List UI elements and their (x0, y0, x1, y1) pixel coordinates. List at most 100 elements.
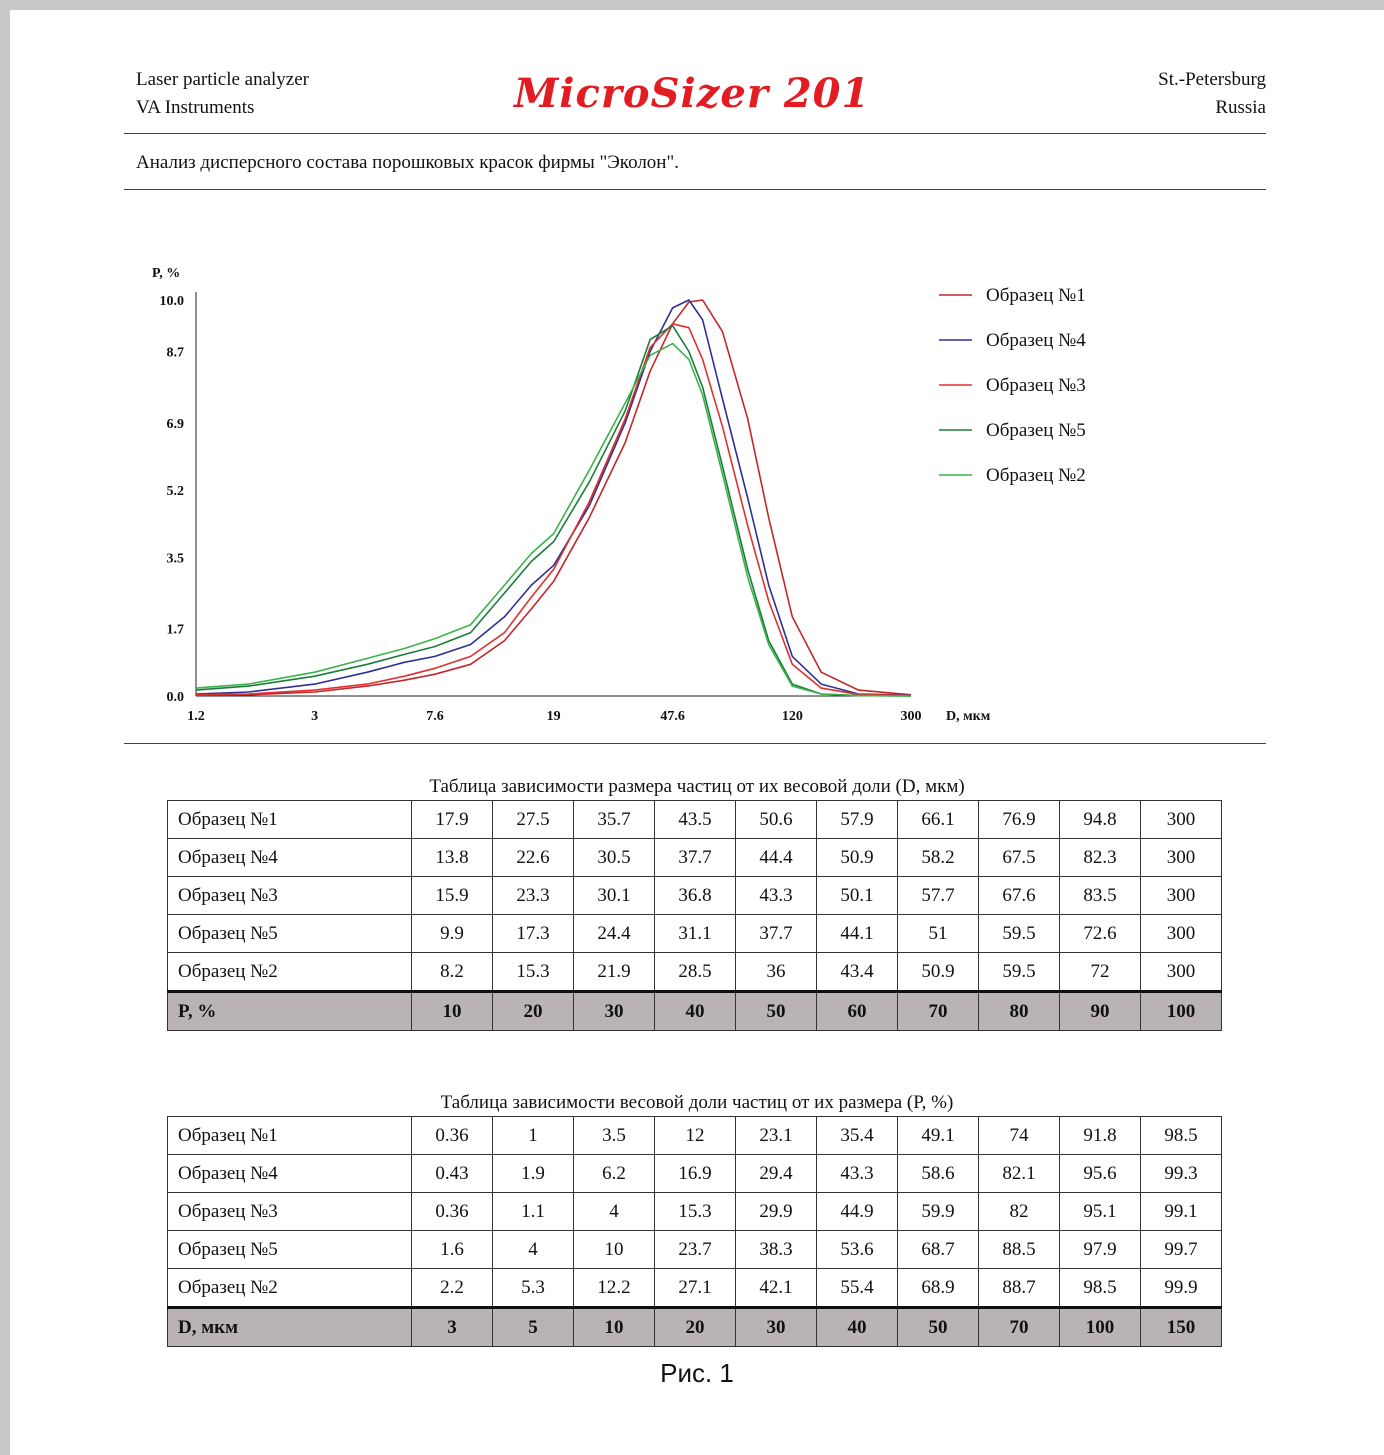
table-row: Образец №1 0.36 1 3.5 12 23.1 35.4 49.1 74 91.8 98… (167, 1116, 1222, 1155)
table-cell: 49.1 (897, 1116, 979, 1155)
table-cell: 44.9 (816, 1192, 898, 1231)
table-cell: 1 (492, 1116, 574, 1155)
table-cell: 9.9 (411, 914, 493, 953)
table-cell: 35.7 (573, 800, 655, 839)
table-cell: 10 (573, 1306, 655, 1347)
table-cell: 82.1 (978, 1154, 1060, 1193)
legend-label: Образец №5 (986, 420, 1086, 441)
table-row: Образец №5 9.9 17.3 24.4 31.1 37.7 44.1 51 59.5 7… (167, 914, 1222, 953)
row-label: Образец №1 (167, 1116, 412, 1155)
table-row: Образец №2 8.2 15.3 21.9 28.5 36 43.4 50.9 59.5 7… (167, 952, 1222, 992)
table-cell: 1.1 (492, 1192, 574, 1231)
series-line (195, 299, 912, 696)
table-footer-row: P, % 10 20 30 40 50 60 70 80 90 100 (167, 990, 1222, 1031)
row-label: Образец №2 (167, 1268, 412, 1308)
header-device: Laser particle analyzer (136, 69, 309, 90)
table1-title: Таблица зависимости размера частиц от их… (429, 776, 965, 797)
table-cell: 4 (573, 1192, 655, 1231)
table-cell: 59.9 (897, 1192, 979, 1231)
particle-size-chart: 0.0 1.7 3.5 5.2 6.9 8.7 10.0 1.2 3 7.6 19 47.6 120 30… (152, 266, 1086, 724)
y-tick-label: 6.9 (167, 417, 185, 432)
table-cell: 27.5 (492, 800, 574, 839)
table-cell: 51 (897, 914, 979, 953)
table-cell: 42.1 (735, 1268, 817, 1308)
table-cell: 23.7 (654, 1230, 736, 1269)
series-line (195, 324, 912, 697)
table-cell: 22.6 (492, 838, 574, 877)
legend-label: Образец №4 (986, 330, 1086, 351)
table-cell: 57.9 (816, 800, 898, 839)
table-cell: 12 (654, 1116, 736, 1155)
header-company: VA Instruments (136, 97, 255, 118)
table-cell: 88.7 (978, 1268, 1060, 1308)
table-cell: 6.2 (573, 1154, 655, 1193)
table-cell: 80 (978, 990, 1060, 1031)
product-logo: MicroSizer 201 (514, 70, 871, 117)
table-cell: 98.5 (1059, 1268, 1141, 1308)
header-country: Russia (1215, 97, 1266, 118)
row-label: P, % (167, 990, 412, 1031)
table-cell: 5.3 (492, 1268, 574, 1308)
header-divider (124, 133, 1266, 134)
table-cell: 95.6 (1059, 1154, 1141, 1193)
table-cell: 100 (1140, 990, 1222, 1031)
table-cell: 37.7 (735, 914, 817, 953)
x-tick-label: 3 (311, 709, 318, 724)
table-cell: 70 (978, 1306, 1060, 1347)
table-cell: 28.5 (654, 952, 736, 992)
table-cell: 12.2 (573, 1268, 655, 1308)
table-cell: 300 (1140, 800, 1222, 839)
table-cell: 38.3 (735, 1230, 817, 1269)
table2-title: Таблица зависимости весовой доли частиц … (440, 1092, 954, 1113)
table-cell: 99.9 (1140, 1268, 1222, 1308)
x-tick-label: 300 (901, 709, 922, 724)
series-line (195, 299, 912, 696)
table-cell: 94.8 (1059, 800, 1141, 839)
table-cell: 4 (492, 1230, 574, 1269)
table-cell: 88.5 (978, 1230, 1060, 1269)
row-label: Образец №3 (167, 1192, 412, 1231)
y-tick-label: 10.0 (160, 294, 185, 309)
table-cell: 50 (897, 1306, 979, 1347)
table-cell: 60 (816, 990, 898, 1031)
x-tick-label: 1.2 (187, 709, 205, 724)
table-cell: 2.2 (411, 1268, 493, 1308)
table-cell: 300 (1140, 914, 1222, 953)
table-cell: 44.4 (735, 838, 817, 877)
row-label: Образец №5 (167, 914, 412, 953)
table-cell: 20 (654, 1306, 736, 1347)
table-cell: 1.9 (492, 1154, 574, 1193)
y-tick-label: 0.0 (167, 690, 185, 705)
header-left: Laser particle analyzer VA Instruments (136, 66, 309, 122)
series-line (195, 342, 912, 697)
table-cell: 44.1 (816, 914, 898, 953)
table-cell: 23.1 (735, 1116, 817, 1155)
table-row: Образец №4 0.43 1.9 6.2 16.9 29.4 43.3 58.6 82.1… (167, 1154, 1222, 1193)
y-tick-label: 8.7 (167, 345, 185, 360)
subtitle-divider (124, 189, 1266, 190)
table-cell: 31.1 (654, 914, 736, 953)
table-cell: 3 (411, 1306, 493, 1347)
table-cell: 10 (411, 990, 493, 1031)
table-cell: 99.1 (1140, 1192, 1222, 1231)
table-cell: 29.4 (735, 1154, 817, 1193)
table-cell: 15.3 (492, 952, 574, 992)
table-cell: 30.1 (573, 876, 655, 915)
table-cell: 29.9 (735, 1192, 817, 1231)
row-label: Образец №3 (167, 876, 412, 915)
table-cell: 72 (1059, 952, 1141, 992)
series-line (195, 323, 912, 697)
table-cell: 50.6 (735, 800, 817, 839)
table-cell: 150 (1140, 1306, 1222, 1347)
table-cell: 50.9 (816, 838, 898, 877)
table-cell: 68.7 (897, 1230, 979, 1269)
table-cell: 24.4 (573, 914, 655, 953)
header-right: St.-Petersburg Russia (1158, 66, 1266, 122)
legend-label: Образец №1 (986, 285, 1086, 306)
row-label: Образец №5 (167, 1230, 412, 1269)
table-cell: 59.5 (978, 914, 1060, 953)
legend-label: Образец №2 (986, 465, 1086, 486)
document-page: Laser particle analyzer VA Instruments M… (10, 10, 1384, 1455)
table-cell: 0.43 (411, 1154, 493, 1193)
fraction-by-size-table: Образец №1 0.36 1 3.5 12 23.1 35.4 49.1 74 91.8 98… (167, 1116, 1222, 1347)
